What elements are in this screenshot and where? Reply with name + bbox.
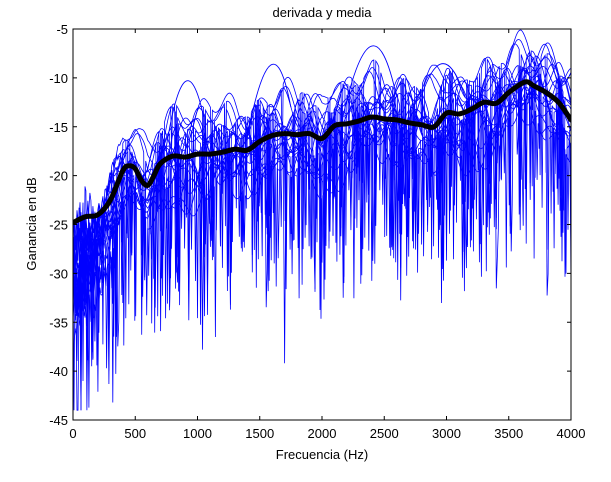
response-notch	[89, 225, 94, 367]
response-notch	[104, 214, 109, 369]
y-tick-label: -25	[49, 218, 68, 233]
response-curve	[73, 89, 571, 403]
response-curve	[73, 80, 571, 408]
response-notch	[341, 134, 346, 298]
chart-title: derivada y media	[273, 5, 373, 20]
y-tick-label: -45	[49, 413, 68, 428]
y-tick-label: -20	[49, 169, 68, 184]
response-arch	[340, 45, 398, 127]
response-curve	[73, 29, 571, 345]
axis-ticks: 0 500 1000 1500 2000 2500 3000 3500 4000 -5 -10 -15…	[49, 22, 585, 441]
response-notch	[478, 114, 482, 245]
mean-curve	[73, 79, 571, 226]
response-notch	[200, 163, 205, 350]
response-arch	[165, 80, 205, 147]
x-axis-label: Frecuencia (Hz)	[276, 447, 368, 462]
y-axis-label: Ganancia en dB	[24, 177, 39, 270]
response-notch	[462, 121, 466, 252]
x-tick-label: 1500	[245, 426, 274, 441]
response-arch	[414, 63, 466, 118]
y-tick-label: -15	[49, 120, 68, 135]
y-tick-label: -10	[49, 71, 68, 86]
response-notch	[186, 165, 191, 321]
x-tick-label: 1000	[183, 426, 212, 441]
x-tick-label: 4000	[557, 426, 586, 441]
x-tick-label: 3500	[494, 426, 523, 441]
x-tick-label: 500	[124, 426, 146, 441]
response-arch	[246, 63, 292, 137]
prominent-arches	[165, 45, 466, 147]
y-tick-label: -35	[49, 315, 68, 330]
mean-curve-layer	[73, 79, 571, 226]
response-notch	[569, 129, 571, 249]
response-notch	[282, 143, 287, 364]
y-tick-label: -40	[49, 364, 68, 379]
response-notch	[153, 183, 158, 308]
x-tick-label: 2000	[308, 426, 337, 441]
response-curve	[73, 43, 571, 411]
x-tick-label: 3000	[432, 426, 461, 441]
x-tick-label: 0	[69, 426, 76, 441]
response-notch	[373, 127, 378, 220]
x-tick-label: 2500	[370, 426, 399, 441]
response-notch	[114, 195, 119, 337]
y-tick-label: -30	[49, 266, 68, 281]
y-tick-label: -5	[56, 22, 68, 37]
